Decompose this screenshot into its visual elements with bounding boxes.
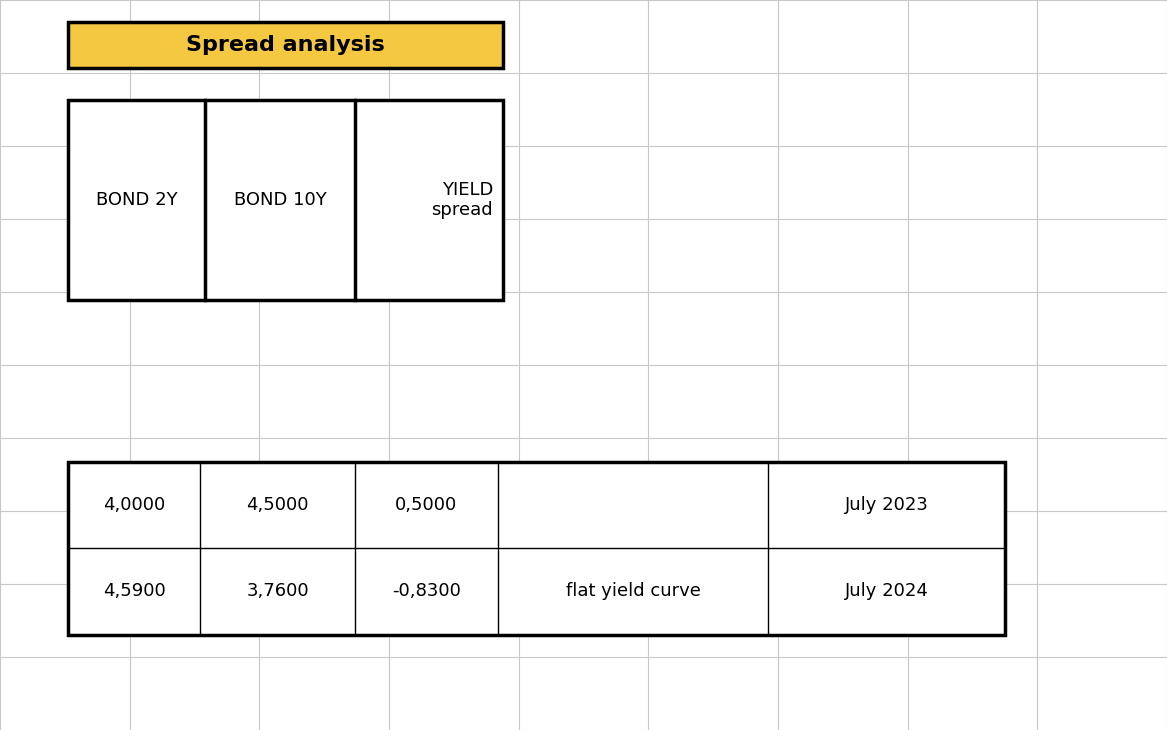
Text: 0,5000: 0,5000 [396,496,457,514]
Text: 4,0000: 4,0000 [103,496,165,514]
Text: YIELD
spread: YIELD spread [432,180,492,220]
Bar [68,22,503,68]
Text: -0,8300: -0,8300 [392,583,461,601]
Text: July 2024: July 2024 [845,583,929,601]
Text: Spread analysis: Spread analysis [186,35,385,55]
Text: 3,7600: 3,7600 [246,583,309,601]
Text: July 2023: July 2023 [845,496,929,514]
Text: flat yield curve: flat yield curve [566,583,700,601]
Text: BOND 2Y: BOND 2Y [96,191,177,209]
Text: 4,5000: 4,5000 [246,496,309,514]
Text: BOND 10Y: BOND 10Y [233,191,327,209]
Bar [68,462,1005,635]
Text: 4,5900: 4,5900 [103,583,166,601]
Bar [68,100,503,300]
